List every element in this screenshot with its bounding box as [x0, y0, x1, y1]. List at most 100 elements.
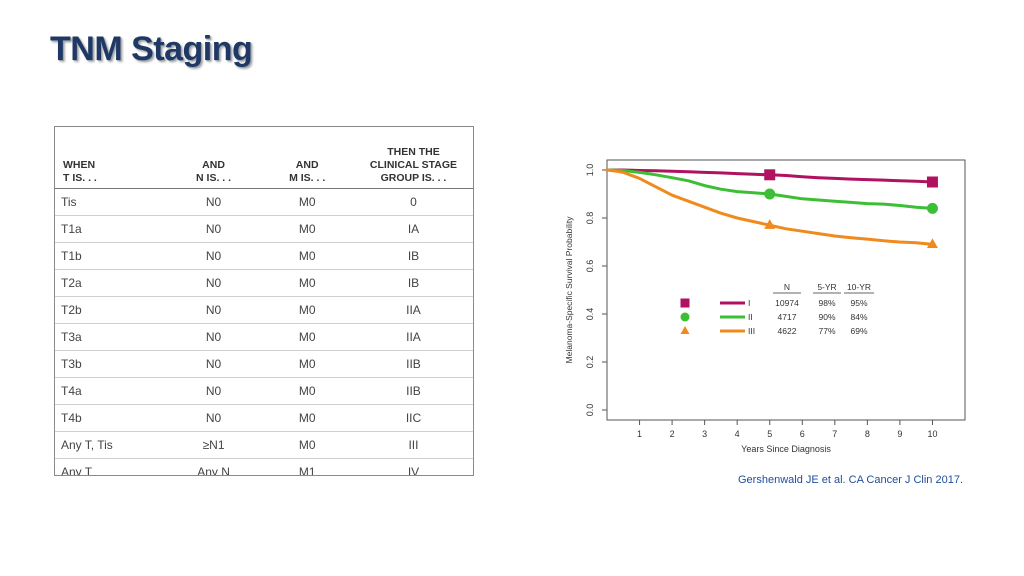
header-n-line-2: N IS. . . — [196, 172, 232, 184]
cell-t: Any T, Tis — [55, 431, 167, 459]
cell-n: Any N — [166, 458, 261, 475]
x-tick-label: 4 — [735, 429, 740, 439]
plot-frame — [606, 159, 966, 421]
series-marker-III — [926, 238, 938, 249]
cell-stage: III — [353, 431, 473, 459]
x-tick-label: 8 — [865, 429, 870, 439]
cell-n: N0 — [166, 404, 261, 432]
cell-m: M0 — [260, 431, 354, 459]
cell-m: M0 — [260, 404, 354, 432]
header-m-line-2: M IS. . . — [289, 172, 326, 184]
slide-title: TNM Staging — [50, 30, 253, 68]
header-n-line-1: AND — [202, 159, 225, 171]
legend-header-5yr: 5-YR — [817, 282, 836, 292]
cell-t: T1a — [55, 215, 167, 243]
table-row: T3b N0 M0 IIB — [55, 350, 473, 378]
survival-chart-svg: 1 2 3 4 5 6 7 8 9 10 0.0 0.2 0.4 0.6 0.8 1.0 Years Since… — [564, 159, 966, 454]
legend-10yr-II: 84% — [850, 312, 867, 322]
cell-m: M0 — [260, 350, 354, 378]
tnm-staging-table: WHEN T IS. . . AND N IS. . . AND M IS. .… — [54, 126, 474, 476]
header-t-line-1: WHEN — [63, 159, 96, 171]
legend-marker-I — [680, 298, 690, 308]
header-stage-line-3: GROUP IS. . . — [380, 172, 447, 184]
cell-n: N0 — [166, 350, 261, 378]
legend-marker-II — [680, 312, 690, 322]
series-marker-II — [926, 202, 938, 214]
cell-stage: IV — [353, 458, 473, 475]
legend-marker-III — [680, 326, 690, 334]
table-row: T1b N0 M0 IB — [55, 242, 473, 270]
legend-5yr-I: 98% — [818, 298, 835, 308]
cell-n: N0 — [166, 242, 261, 270]
cell-n: ≥N1 — [166, 431, 261, 459]
cell-m: M1 — [260, 458, 354, 475]
x-tick-label: 1 — [637, 429, 642, 439]
cell-m: M0 — [298, 195, 316, 209]
legend-header-n: N — [784, 282, 790, 292]
legend-label-I: I — [748, 298, 750, 308]
x-tick-label: 9 — [897, 429, 902, 439]
series-line-III — [605, 168, 934, 246]
y-tick-label: 0.4 — [585, 308, 595, 321]
cell-n: N0 — [166, 269, 261, 297]
cell-t: Any T — [55, 458, 167, 475]
legend-n-II: 4717 — [778, 312, 797, 322]
cell-t: T1b — [55, 242, 167, 270]
cell-m: M0 — [260, 323, 354, 351]
header-stage: THEN THE CLINICAL STAGE GROUP IS. . . — [353, 127, 473, 189]
cell-stage: IB — [353, 269, 473, 297]
cell-t: T3a — [55, 323, 167, 351]
header-t-line-2: T IS. . . — [63, 172, 97, 184]
cell-t: T3b — [55, 350, 167, 378]
cell-stage: IIA — [353, 296, 473, 324]
cell-t: T4a — [55, 377, 167, 405]
series-marker-I — [926, 176, 938, 188]
cell-stage: IA — [353, 215, 473, 243]
x-tick-label: 3 — [702, 429, 707, 439]
cell-t: T2b — [55, 296, 167, 324]
cell-m: M0 — [260, 242, 354, 270]
x-tick-label: 2 — [670, 429, 675, 439]
table-row: T2b N0 M0 IIA — [55, 296, 473, 324]
cell-n: N0 — [166, 323, 261, 351]
y-tick-label: 0.0 — [585, 404, 595, 417]
y-tick-label: 0.6 — [585, 260, 595, 273]
legend-n-I: 10974 — [775, 298, 799, 308]
table-row: T1a N0 M0 IA — [55, 215, 473, 243]
cell-n: N0 — [205, 195, 222, 209]
x-tick-label: 10 — [927, 429, 937, 439]
cell-stage: IIC — [353, 404, 473, 432]
cell-stage: 0 — [410, 195, 417, 209]
header-m: AND M IS. . . — [260, 127, 354, 189]
legend-header-10yr: 10-YR — [847, 282, 871, 292]
legend-label-II: II — [748, 312, 753, 322]
header-stage-line-2: CLINICAL STAGE — [369, 159, 458, 171]
cell-t: Tis — [61, 195, 77, 209]
legend-label-III: III — [748, 326, 755, 336]
legend-5yr-II: 90% — [818, 312, 835, 322]
legend-10yr-I: 95% — [850, 298, 867, 308]
cell-m: M0 — [260, 269, 354, 297]
x-axis-label: Years Since Diagnosis — [741, 444, 831, 454]
series-marker-III — [764, 219, 776, 229]
cell-n: N0 — [166, 296, 261, 324]
table-row: T4a N0 M0 IIB — [55, 377, 473, 405]
cell-t: T2a — [55, 269, 167, 297]
survival-chart: 1 2 3 4 5 6 7 8 9 10 0.0 0.2 0.4 0.6 0.8 1.0 Years Since… — [555, 148, 975, 468]
legend-10yr-III: 69% — [850, 326, 867, 336]
x-tick-label: 5 — [767, 429, 772, 439]
cell-n: N0 — [166, 377, 261, 405]
header-t: WHEN T IS. . . — [55, 127, 167, 189]
cell-m: M0 — [260, 377, 354, 405]
table-row: Tis N0 M0 0 — [55, 189, 473, 216]
table-row: Any T, Tis ≥N1 M0 III — [55, 431, 473, 459]
y-tick-label: 0.2 — [585, 356, 595, 369]
cell-stage: IIB — [353, 350, 473, 378]
legend-5yr-III: 77% — [818, 326, 835, 336]
series-marker-I — [764, 169, 776, 181]
y-axis-label: Melanoma-Specific Survival Probability — [564, 216, 574, 364]
table-row: Any T Any N M1 IV — [55, 458, 473, 475]
cell-stage: IIB — [353, 377, 473, 405]
header-n: AND N IS. . . — [166, 127, 261, 189]
table-row: T4b N0 M0 IIC — [55, 404, 473, 432]
